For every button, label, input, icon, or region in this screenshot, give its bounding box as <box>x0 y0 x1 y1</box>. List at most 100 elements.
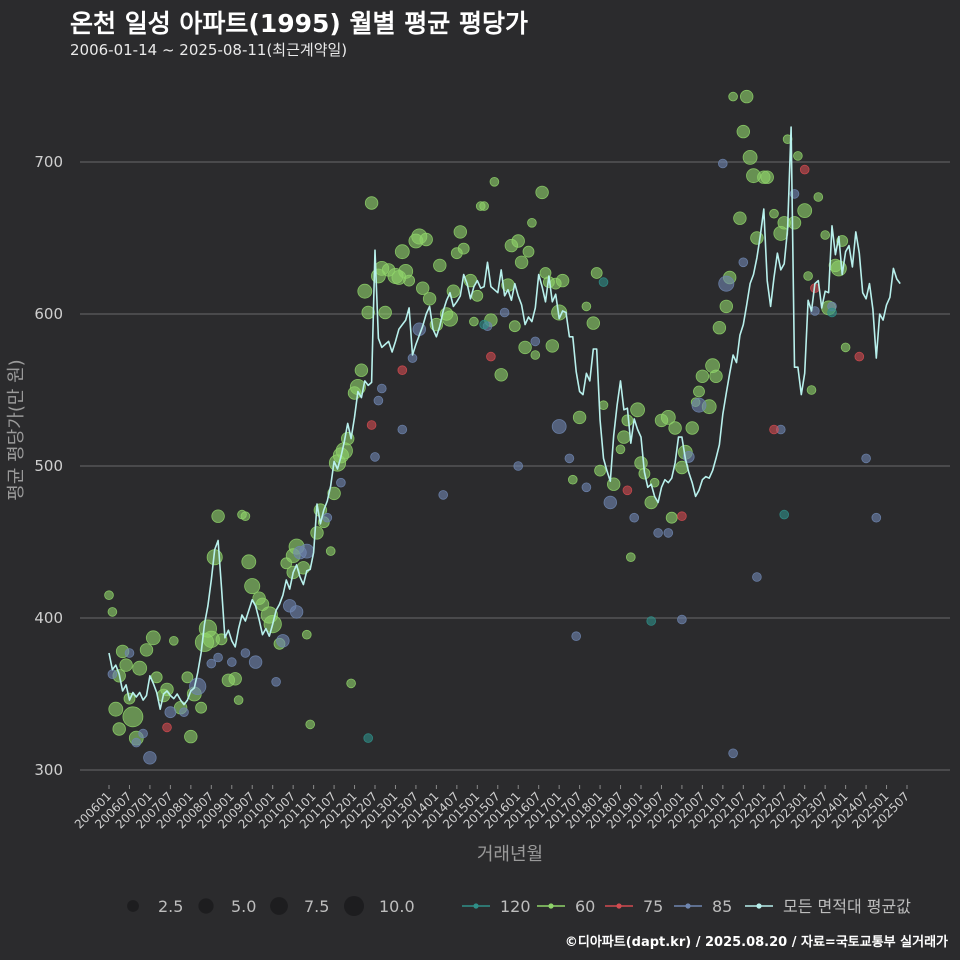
data-point-75 <box>162 722 172 733</box>
data-point-75 <box>397 365 408 376</box>
data-point-60 <box>327 486 341 501</box>
data-point-60 <box>527 218 537 228</box>
data-point-85 <box>124 648 135 658</box>
data-point-60 <box>310 526 324 540</box>
data-point-60 <box>453 225 468 239</box>
size-legend-label: 10.0 <box>379 897 415 916</box>
data-point-60 <box>508 320 521 333</box>
data-point-75 <box>622 485 633 496</box>
data-point-60 <box>346 678 356 689</box>
data-point-85 <box>138 728 148 739</box>
y-tick-label: 700 <box>34 153 63 171</box>
data-point-85 <box>227 657 237 667</box>
data-point-60 <box>416 281 430 295</box>
data-point-60 <box>145 630 161 646</box>
data-point-60 <box>107 607 118 617</box>
data-point-85 <box>373 395 384 406</box>
data-point-60 <box>241 554 257 570</box>
data-point-85 <box>663 528 674 538</box>
data-point-75 <box>366 420 377 430</box>
data-point-60 <box>586 316 601 330</box>
data-point-60 <box>719 299 734 314</box>
data-point-60 <box>555 273 570 288</box>
data-point-85 <box>206 658 217 669</box>
data-point-60 <box>325 546 336 556</box>
data-point-85 <box>653 528 663 538</box>
data-point-60 <box>228 672 242 686</box>
data-point-60 <box>305 719 316 730</box>
data-point-60 <box>354 363 369 377</box>
data-point-60 <box>712 321 727 335</box>
data-point-120 <box>779 509 789 520</box>
data-point-85 <box>691 397 707 413</box>
size-legend-dot <box>344 896 364 916</box>
data-point-60 <box>441 310 458 327</box>
data-point-60 <box>422 292 437 306</box>
x-axis-label: 거래년월 <box>477 844 543 865</box>
data-point-85 <box>143 751 157 765</box>
data-point-60 <box>471 289 484 302</box>
data-point-60 <box>244 578 261 595</box>
data-point-85 <box>564 453 575 464</box>
data-point-60 <box>617 430 631 444</box>
data-point-85 <box>397 424 408 435</box>
data-point-60 <box>457 242 470 255</box>
data-point-120 <box>827 307 837 318</box>
size-legend-dot <box>270 897 288 915</box>
data-point-85 <box>728 748 738 759</box>
data-point-85 <box>276 634 290 648</box>
data-point-60 <box>615 444 626 455</box>
data-point-85 <box>738 257 749 268</box>
data-point-120 <box>598 277 609 287</box>
data-point-60 <box>132 660 148 676</box>
data-point-85 <box>581 482 592 493</box>
data-point-60 <box>530 350 541 360</box>
data-point-60 <box>803 271 813 281</box>
chart-title: 온천 일성 아파트(1995) 월별 평균 평당가 <box>70 9 528 38</box>
data-point-60 <box>598 400 609 411</box>
average-price-line <box>108 126 901 710</box>
data-point-85 <box>629 512 639 523</box>
data-point-60 <box>469 316 479 327</box>
data-point-120 <box>646 616 656 626</box>
data-point-85 <box>603 495 618 510</box>
data-point-85 <box>513 461 523 471</box>
data-point-85 <box>376 383 387 394</box>
data-point-85 <box>240 648 251 658</box>
data-point-85 <box>271 676 281 687</box>
data-point-85 <box>164 706 177 719</box>
data-point-60 <box>511 234 525 248</box>
data-point-60 <box>740 89 754 104</box>
data-point-60 <box>695 369 710 384</box>
y-tick-label: 500 <box>34 457 63 475</box>
y-tick-label: 400 <box>34 609 63 627</box>
data-point-60 <box>660 409 676 425</box>
data-point-85 <box>248 655 263 669</box>
x-tick-labels: 2006012006072007012007072008012008072009… <box>72 785 912 832</box>
y-tick-label: 300 <box>34 761 63 779</box>
data-point-60 <box>169 635 179 646</box>
data-point-85 <box>189 677 207 696</box>
data-point-60 <box>581 301 592 312</box>
legend-swatch-dot <box>756 903 762 909</box>
data-point-60 <box>403 274 416 287</box>
data-point-60 <box>240 511 251 522</box>
color-legend-label: 85 <box>712 897 732 916</box>
data-point-85 <box>861 453 871 464</box>
data-point-60 <box>522 245 535 258</box>
data-point-85 <box>299 543 315 559</box>
data-point-60 <box>184 729 198 744</box>
data-point-60 <box>787 216 802 230</box>
chart-subtitle: 2006-01-14 ~ 2025-08-11(최근계약일) <box>70 41 348 59</box>
color-legend-label: 모든 면적대 평균값 <box>783 897 911 916</box>
data-point-60 <box>567 474 578 485</box>
size-legend-label: 5.0 <box>231 897 256 916</box>
data-point-60 <box>685 421 699 435</box>
data-point-85 <box>717 158 728 169</box>
data-point-85 <box>571 631 581 641</box>
data-point-60 <box>813 192 824 202</box>
legend-swatch-dot <box>548 903 554 909</box>
source-footer: ©디아파트(dapt.kr) / 2025.08.20 / 자료=국토교통부 실… <box>564 935 948 950</box>
data-point-60 <box>535 185 549 200</box>
